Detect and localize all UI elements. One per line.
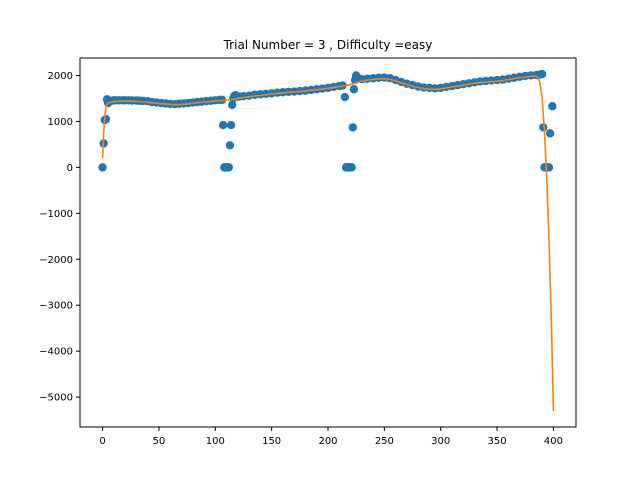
y-tick-label-3: −1000 xyxy=(39,209,73,220)
fit-line xyxy=(101,75,555,411)
x-tick-label-1: 50 xyxy=(153,436,166,447)
scatter-point-76 xyxy=(349,85,359,94)
scatter-point-119 xyxy=(545,129,555,138)
x-tick-label-4: 200 xyxy=(318,436,337,447)
x-tick-label-0: 0 xyxy=(99,436,105,447)
chart-title: Trial Number = 3 , Difficulty =easy xyxy=(223,38,433,52)
y-tick-label-4: −2000 xyxy=(39,255,73,266)
scatter-point-120 xyxy=(548,102,557,111)
x-tick-label-5: 250 xyxy=(375,436,394,447)
y-tick-label-1: 1000 xyxy=(48,117,73,128)
scatter-point-36 xyxy=(218,120,228,130)
scatter-point-68 xyxy=(340,92,350,102)
data-marks xyxy=(98,69,557,411)
plot-background xyxy=(80,58,576,427)
scatter-point-43 xyxy=(226,120,236,130)
x-tick-label-3: 150 xyxy=(262,436,281,447)
scatter-point-3 xyxy=(101,114,111,124)
y-tick-label-6: −4000 xyxy=(39,347,73,358)
scatter-point-75 xyxy=(348,123,357,132)
plot-area xyxy=(80,58,576,427)
scatter-point-0 xyxy=(98,163,107,172)
scatter-point-114 xyxy=(539,123,548,132)
y-tick-label-7: −5000 xyxy=(39,393,73,404)
y-tick-label-2: 0 xyxy=(67,163,73,174)
y-tick-label-5: −3000 xyxy=(39,301,73,312)
scatter-point-44 xyxy=(227,100,237,110)
scatter-point-41 xyxy=(224,163,233,172)
y-tick-label-0: 2000 xyxy=(48,71,73,82)
scatter-point-74 xyxy=(347,163,356,172)
scatter-point-113 xyxy=(537,69,547,79)
axes: 0 50 100 150 200 250 300 350 400 2000 1000 0 −1000 −2… xyxy=(39,57,577,447)
x-tick-label-2: 100 xyxy=(206,436,225,447)
x-tick-label-6: 300 xyxy=(431,436,450,447)
scatter-point-42 xyxy=(225,141,235,150)
x-tick-label-8: 400 xyxy=(544,436,563,447)
x-tick-label-7: 350 xyxy=(488,436,507,447)
